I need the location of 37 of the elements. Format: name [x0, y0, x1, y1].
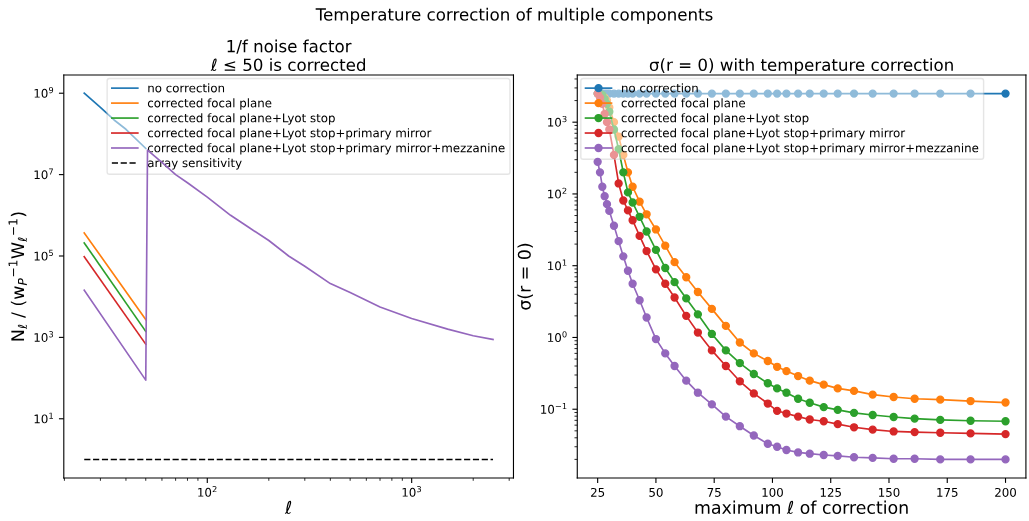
x-tick-label: 175	[937, 488, 958, 497]
chart-title: 1/f noise factor ℓ ≤ 50 is corrected	[210, 39, 365, 72]
x-tick-label: 25	[591, 487, 605, 497]
y-tick-label: 10$^{9}$	[34, 86, 54, 98]
legend-label: corrected focal plane+Lyot stop	[147, 113, 335, 125]
legend-label: corrected focal plane+Lyot stop+primary mirror	[147, 128, 432, 140]
text: Temperature correction of multiple components	[315, 7, 713, 24]
text: N$_{ℓ}$ / (w$_{P}$$^{−1}$W$_{ℓ}$$^{−1}$)	[8, 212, 28, 341]
legend-label: no correction	[622, 83, 698, 93]
x-tick-label: 75	[707, 488, 721, 497]
legend-label: corrected focal plane+Lyot stop+primary mirror+mezzanine	[621, 143, 979, 155]
x-tick-label: 10$^{3}$	[402, 485, 422, 497]
y-axis-title: σ(r = 0)	[517, 243, 533, 310]
chart-title: σ(r = 0) with temperature correction	[649, 58, 953, 75]
y-tick-label: 10$^{−1}$	[541, 403, 567, 414]
x-tick-label: 50	[649, 487, 663, 497]
legend-label: corrected focal plane	[621, 98, 746, 110]
x-tick-label: 150	[879, 487, 900, 497]
x-axis-title: ℓ	[284, 500, 292, 514]
x-axis-title: maximum ℓ of correction	[695, 500, 908, 514]
x-tick-label: 100	[762, 487, 783, 497]
x-tick-label: 125	[820, 487, 841, 497]
legend-label: no correction	[148, 83, 225, 93]
y-tick-label: 10$^{7}$	[34, 168, 53, 180]
legend-label: corrected focal plane+Lyot stop+primary mirror+mezzanine	[147, 143, 505, 155]
y-tick-label: 10$^{1}$	[548, 259, 567, 271]
y-tick-label: 10$^{2}$	[548, 187, 567, 199]
legend-label: corrected focal plane+Lyot stop+primary mirror	[621, 128, 906, 140]
legend-label: corrected focal plane+Lyot stop	[621, 113, 809, 125]
x-tick-label: 200	[995, 487, 1016, 497]
y-tick-label: 10$^{1}$	[34, 412, 53, 424]
y-tick-label: 10$^{0}$	[548, 331, 567, 343]
y-tick-label: 10$^{3}$	[548, 115, 567, 127]
x-tick-label: 10$^{2}$	[198, 485, 217, 497]
y-tick-label: 10$^{5}$	[34, 249, 53, 261]
legend-label: corrected focal plane	[147, 98, 272, 110]
y-tick-label: 10$^{3}$	[34, 331, 54, 342]
